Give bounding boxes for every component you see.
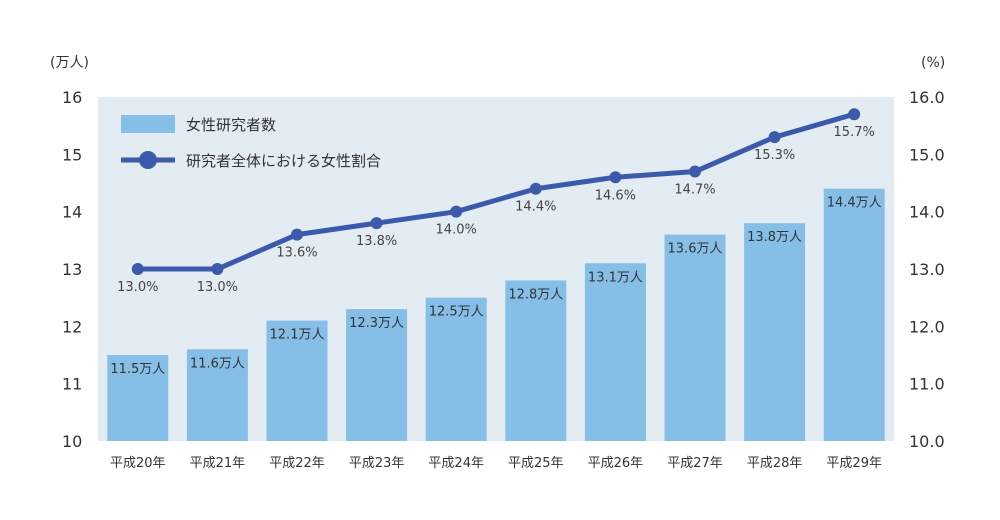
right-tick-label: 11.0 (909, 375, 945, 394)
left-tick-label: 13 (62, 260, 82, 279)
bar-value-label: 12.1万人 (270, 328, 325, 343)
left-tick-label: 14 (62, 203, 82, 222)
line-point (848, 108, 861, 121)
category-label: 平成26年 (588, 456, 644, 471)
bar (266, 320, 328, 441)
right-tick-label: 13.0 (909, 260, 945, 279)
line-point (291, 228, 303, 241)
point-value-label: 15.7% (834, 125, 875, 140)
right-tick-label: 14.0 (909, 203, 945, 222)
line-point (609, 171, 622, 184)
category-label: 平成22年 (269, 456, 325, 471)
category-label: 平成24年 (428, 456, 484, 471)
bar (664, 234, 726, 441)
line-series (137, 111, 855, 272)
left-tick-label: 12 (62, 317, 82, 336)
point-value-label: 13.8% (356, 234, 397, 249)
legend: 女性研究者数 研究者全体における女性割合 (121, 115, 381, 170)
bar (346, 309, 408, 441)
bar (584, 263, 646, 441)
category-label: 平成20年 (110, 456, 166, 471)
right-tick-label: 10.0 (909, 432, 945, 451)
left-axis-unit: (万人) (50, 55, 89, 71)
bar-value-label: 11.5万人 (110, 362, 165, 377)
category-label: 平成28年 (747, 456, 803, 471)
legend-bar-label: 女性研究者数 (186, 116, 276, 134)
bar (107, 355, 169, 441)
right-tick-label: 12.0 (909, 317, 945, 336)
bar-value-label: 13.6万人 (668, 242, 723, 257)
left-tick-label: 15 (62, 145, 82, 164)
category-label: 平成21年 (190, 456, 246, 471)
bar (425, 297, 487, 441)
point-value-label: 15.3% (754, 148, 795, 163)
right-axis-unit: (%) (921, 55, 945, 71)
line-point (768, 131, 781, 144)
bar-value-label: 13.1万人 (588, 270, 643, 285)
point-value-label: 13.0% (117, 280, 158, 295)
line-point (689, 165, 701, 178)
point-value-label: 13.0% (197, 280, 238, 295)
line-point (529, 182, 542, 195)
legend-line-label: 研究者全体における女性割合 (186, 152, 381, 170)
legend-line-marker (139, 151, 157, 169)
legend-bar-swatch (121, 115, 175, 133)
point-value-label: 14.6% (595, 188, 636, 203)
line-point (450, 205, 463, 218)
category-label: 平成23年 (349, 456, 405, 471)
bar-value-label: 14.4万人 (827, 196, 882, 211)
category-label: 平成25年 (508, 456, 564, 471)
category-label: 平成27年 (667, 456, 723, 471)
point-value-label: 13.6% (276, 246, 317, 261)
right-tick-label: 15.0 (909, 145, 945, 164)
category-label: 平成29年 (826, 456, 882, 471)
point-value-label: 14.7% (674, 183, 715, 198)
line-point (131, 263, 144, 275)
line-point (211, 263, 224, 275)
point-value-label: 14.0% (436, 223, 477, 238)
bar (823, 188, 885, 441)
bar-value-label: 11.6万人 (190, 356, 245, 371)
bar (186, 349, 248, 441)
point-value-label: 14.4% (515, 200, 556, 215)
bar-value-label: 13.8万人 (747, 230, 802, 245)
line-point (370, 217, 383, 230)
bar-value-label: 12.5万人 (429, 305, 484, 320)
left-tick-label: 16 (62, 88, 82, 107)
left-tick-label: 11 (62, 375, 82, 394)
bar-value-label: 12.8万人 (508, 287, 563, 302)
bar (505, 280, 567, 441)
bar-value-label: 12.3万人 (349, 316, 404, 331)
left-tick-label: 10 (62, 432, 82, 451)
bar (744, 223, 806, 441)
right-tick-label: 16.0 (909, 88, 945, 107)
